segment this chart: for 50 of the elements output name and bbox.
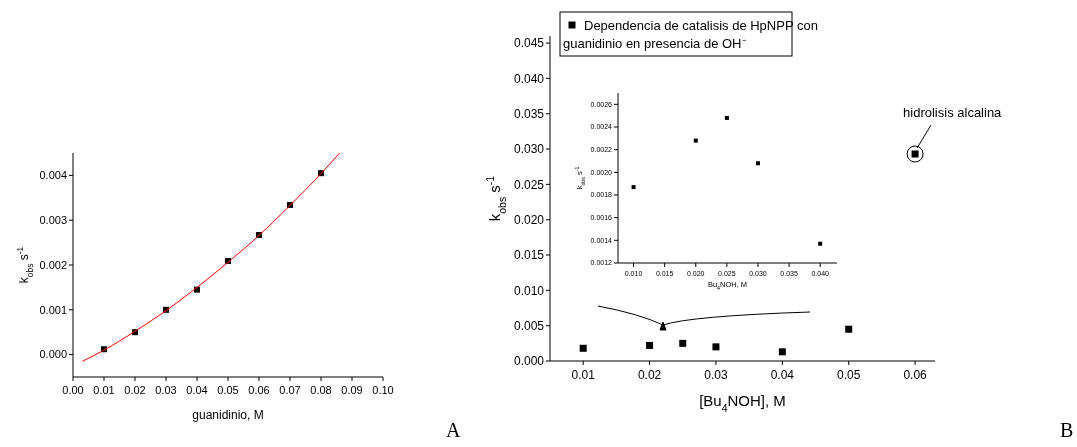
point	[579, 344, 587, 352]
x-tick-label: 0.06	[248, 384, 270, 396]
point	[679, 339, 687, 347]
y-tick-label: 0.005	[513, 318, 545, 333]
point	[631, 185, 636, 190]
line-series	[81, 152, 341, 362]
y-tick-label: 0.035	[513, 106, 545, 121]
point	[724, 115, 729, 120]
point	[755, 161, 760, 166]
point	[693, 138, 698, 143]
point	[646, 341, 654, 349]
y-tick-label: 0.002	[39, 258, 67, 271]
x-tick-label: 0.03	[155, 384, 177, 396]
text: B	[1060, 419, 1074, 441]
x-tick-label: 0.08	[310, 384, 332, 396]
text: A	[446, 419, 461, 441]
x-tick-label: 0.06	[903, 368, 928, 382]
y-tick-label: 0.030	[513, 142, 545, 157]
y-tick-label: 0.045	[513, 36, 545, 51]
x-axis-title: guanidinio, M	[192, 408, 264, 422]
x-tick-label: 0.10	[372, 384, 394, 396]
y-tick-label: 0.004	[39, 169, 67, 182]
point	[818, 241, 823, 246]
y-tick-label: 0.010	[513, 283, 545, 298]
y-tick-label: 0.025	[513, 177, 545, 192]
annotation: hidrolisis alcalina	[903, 104, 1003, 120]
point	[845, 325, 853, 333]
point	[712, 343, 720, 351]
x-tick-label: 0.00	[62, 384, 84, 396]
x-tick-label: 0.05	[217, 384, 239, 396]
x-tick-label: 0.05	[837, 368, 861, 382]
y-tick-label: 0.001	[39, 303, 67, 316]
x-tick-label: 0.09	[341, 384, 363, 396]
x-tick-label: 0.02	[637, 368, 662, 382]
x-tick-label: 0.01	[571, 368, 596, 382]
y-tick-label: 0.000	[39, 348, 67, 361]
x-axis-title: [Bu$_{4}$NOH], M	[699, 392, 786, 414]
y-tick-label: 0.003	[39, 214, 67, 227]
x-tick-label: 0.01	[93, 384, 115, 396]
x-tick-label: 0.03	[704, 368, 728, 382]
x-tick-label: 0.07	[279, 384, 301, 396]
x-tick-label: 0.04	[770, 368, 795, 382]
x-tick-label: 0.04	[186, 384, 208, 396]
y-tick-label: 0.040	[513, 71, 545, 86]
x-tick-label: 0.02	[124, 384, 146, 396]
y-tick-label: 0.020	[513, 212, 545, 227]
point	[778, 348, 786, 356]
y-tick-label: 0.015	[513, 248, 545, 263]
legend-label: Dependencia de catalisis de HpNPP con guanidinio en presencia de OH⁻	[563, 18, 818, 51]
y-tick-label: 0.000	[513, 354, 545, 369]
